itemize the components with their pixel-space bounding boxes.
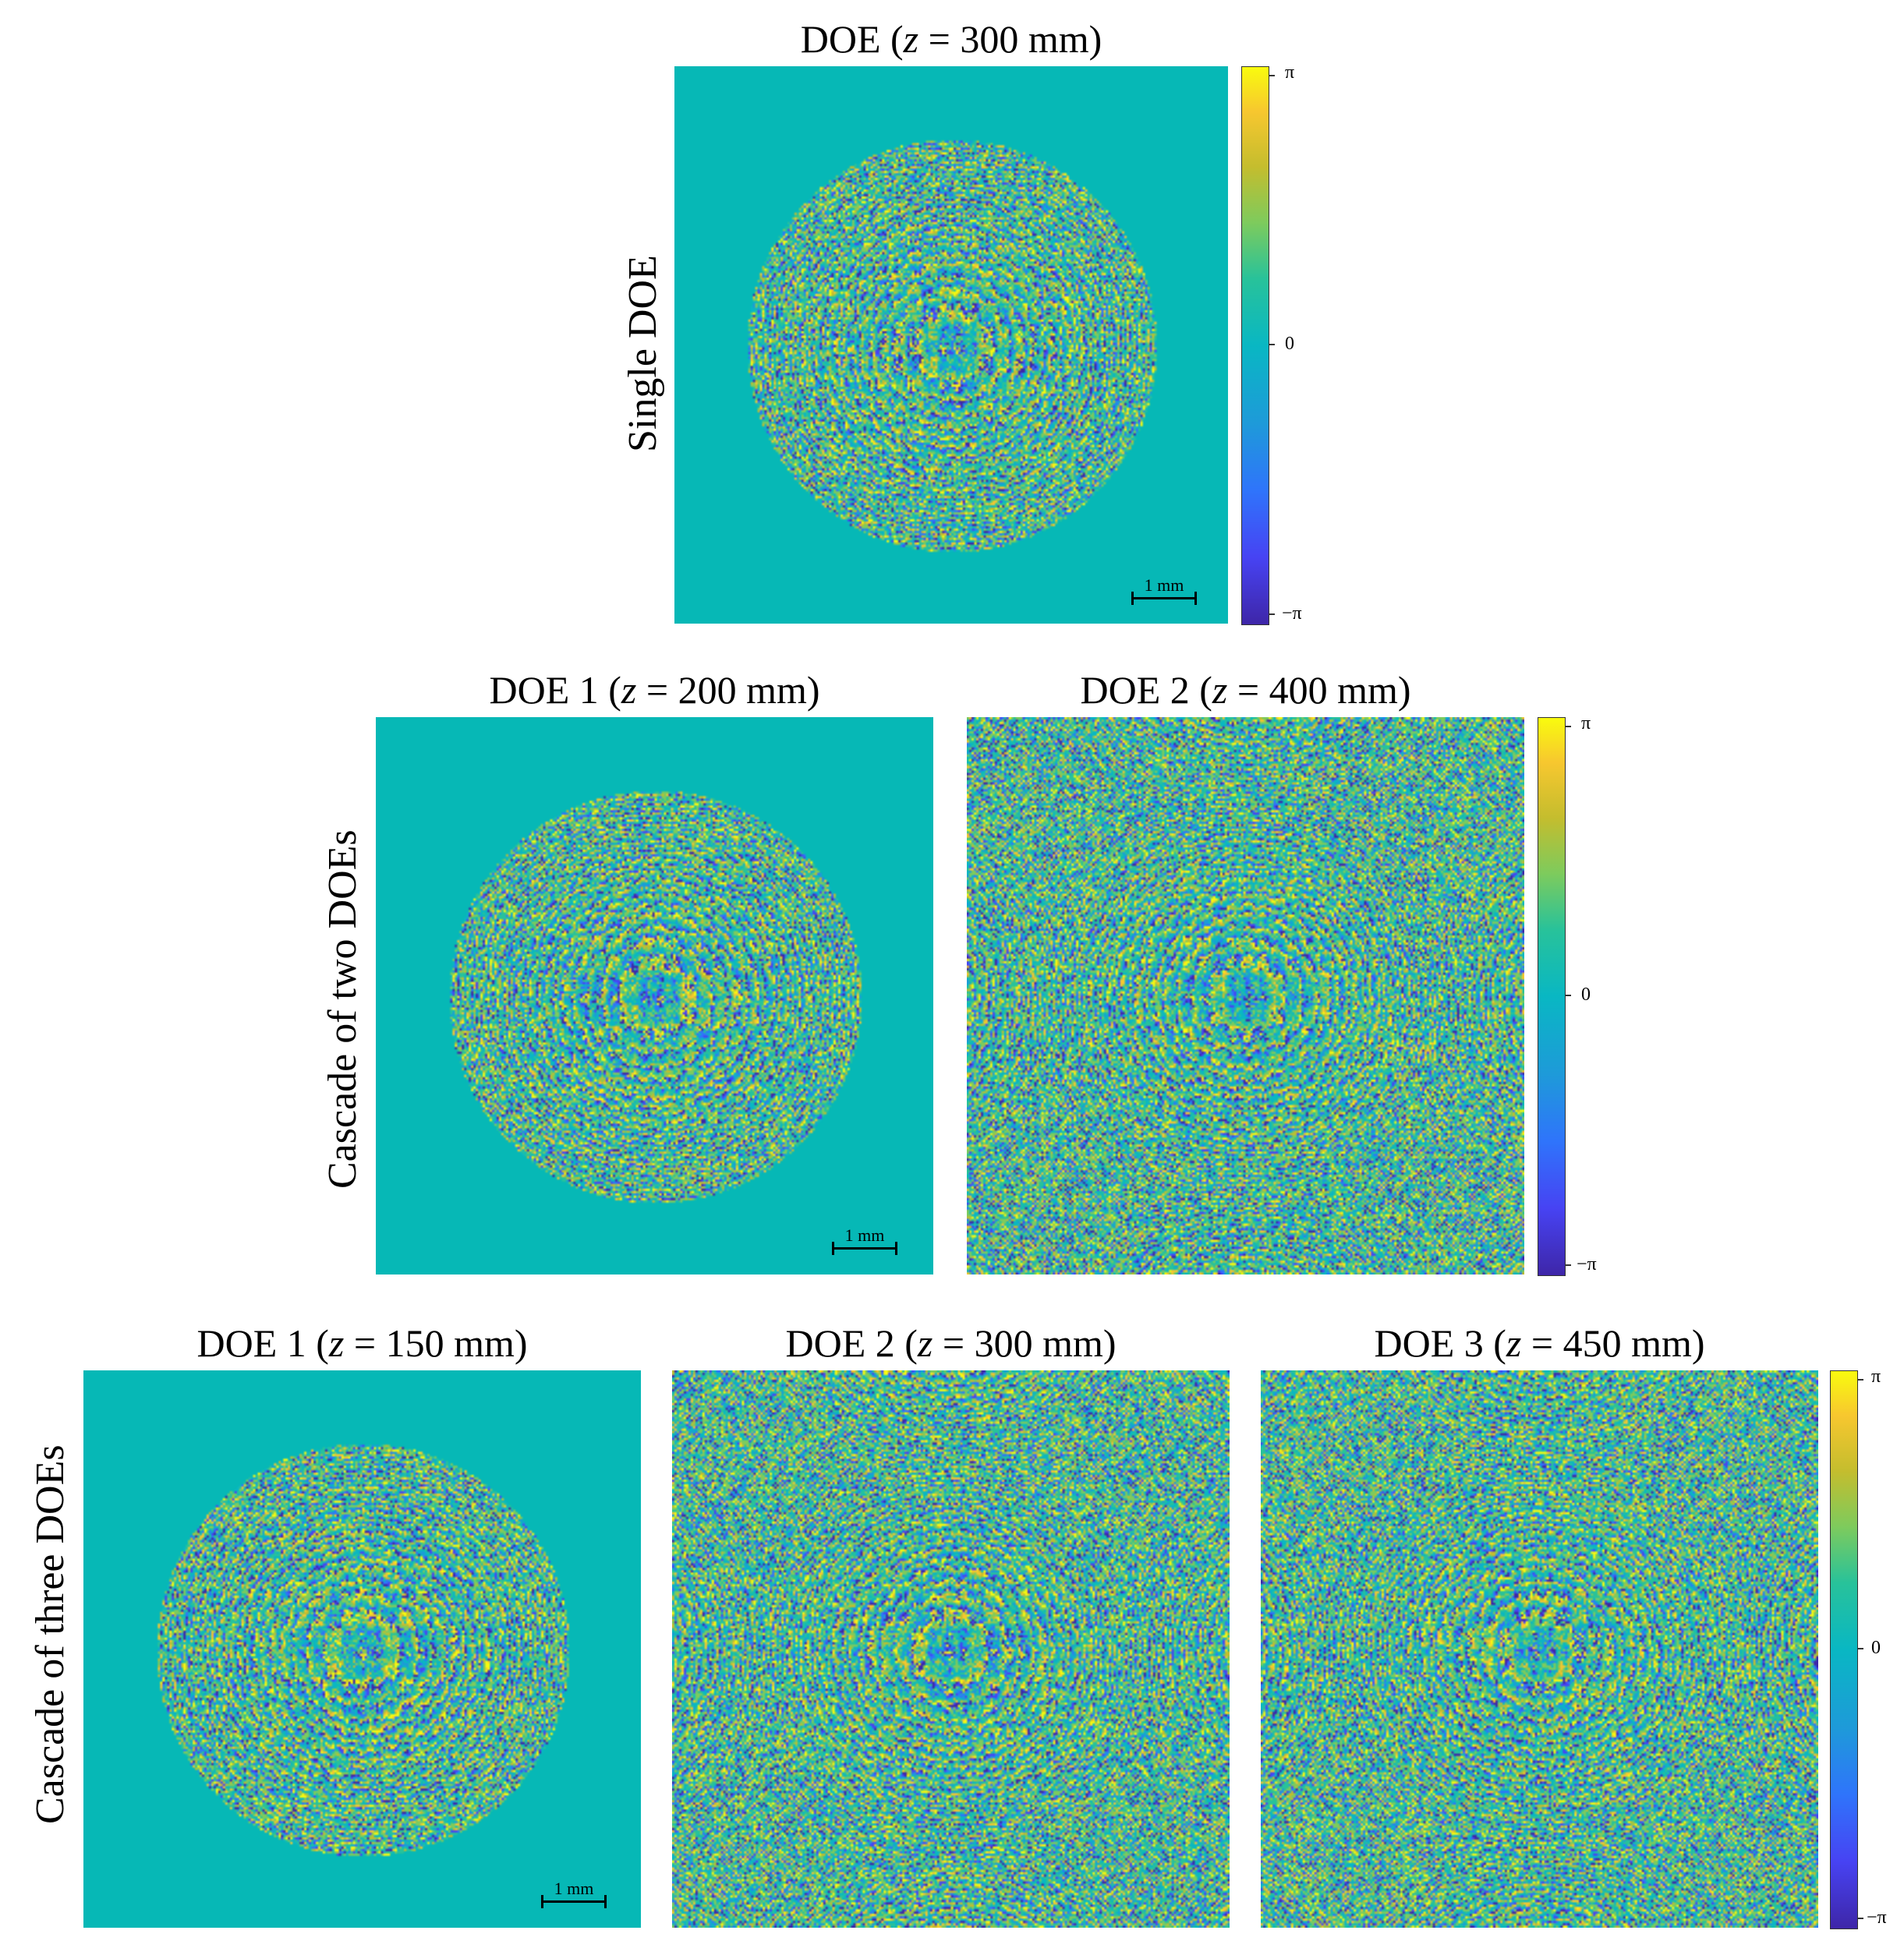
scalebar-label: 1 mm — [844, 1225, 885, 1245]
colorbar-min-label: −π — [1867, 1907, 1887, 1928]
phase-texture — [376, 717, 933, 1275]
phase-texture — [83, 1370, 641, 1928]
phase-texture — [674, 66, 1228, 624]
colorbar-max-label: π — [1581, 713, 1591, 734]
scalebar-label: 1 mm — [554, 1879, 594, 1898]
row-label-cascade-two: Cascade of two DOEs — [320, 829, 365, 1189]
z-symbol: z — [1212, 668, 1228, 712]
panel-title-r1-p1: DOE (z = 300 mm) — [800, 17, 1102, 61]
row-label-cascade-three: Cascade of three DOEs — [28, 1444, 73, 1824]
colorbar-r2 — [1538, 717, 1566, 1276]
phase-map-cascade2-doe2 — [967, 717, 1524, 1275]
phase-texture — [1261, 1370, 1818, 1928]
panel-title-r3-p1: DOE 1 (z = 150 mm) — [196, 1321, 528, 1365]
panel-name: DOE 2 — [1080, 668, 1190, 712]
panel-name: DOE 1 — [196, 1321, 306, 1365]
panel-title-r2-p2: DOE 2 (z = 400 mm) — [1080, 668, 1411, 712]
row-label-single: Single DOE — [621, 255, 665, 452]
z-value: = 300 mm — [928, 17, 1089, 61]
z-value: = 300 mm — [942, 1321, 1103, 1365]
z-symbol: z — [903, 17, 919, 61]
phase-map-cascade3-doe3 — [1261, 1370, 1818, 1928]
phase-texture — [967, 717, 1524, 1275]
colorbar-max-label: π — [1285, 62, 1295, 83]
panel-name: DOE 3 — [1374, 1321, 1484, 1365]
panel-name: DOE 1 — [489, 668, 599, 712]
phase-map-single-doe — [674, 66, 1228, 624]
z-symbol: z — [1506, 1321, 1522, 1365]
colorbar-mid-label: 0 — [1581, 985, 1591, 1005]
colorbar-r3 — [1830, 1370, 1858, 1929]
z-symbol: z — [328, 1321, 345, 1365]
colorbar-mid-label: 0 — [1871, 1638, 1881, 1658]
panel-title-r3-p2: DOE 2 (z = 300 mm) — [785, 1321, 1117, 1365]
colorbar-min-label: −π — [1282, 603, 1302, 624]
phase-map-cascade3-doe2 — [672, 1370, 1230, 1928]
scalebar-r3: 1 mm — [541, 1879, 607, 1908]
phase-texture — [672, 1370, 1230, 1928]
colorbar-max-label: π — [1871, 1366, 1881, 1387]
panel-name: DOE 2 — [785, 1321, 895, 1365]
z-value: = 400 mm — [1237, 668, 1398, 712]
z-value: = 150 mm — [353, 1321, 515, 1365]
phase-map-cascade2-doe1 — [376, 717, 933, 1275]
z-symbol: z — [621, 668, 637, 712]
colorbar-r1 — [1241, 66, 1269, 625]
colorbar-mid-label: 0 — [1285, 334, 1294, 354]
scalebar-bar — [832, 1242, 897, 1255]
scalebar-bar — [1131, 592, 1197, 605]
scalebar-bar — [541, 1895, 607, 1908]
scalebar-label: 1 mm — [1144, 575, 1184, 595]
scalebar-r2: 1 mm — [832, 1225, 897, 1255]
panel-title-r3-p3: DOE 3 (z = 450 mm) — [1374, 1321, 1705, 1365]
z-value: = 450 mm — [1531, 1321, 1692, 1365]
z-value: = 200 mm — [646, 668, 807, 712]
colorbar-min-label: −π — [1577, 1254, 1597, 1275]
panel-name: DOE — [800, 17, 881, 61]
panel-title-r2-p1: DOE 1 (z = 200 mm) — [489, 668, 820, 712]
z-symbol: z — [917, 1321, 933, 1365]
phase-map-cascade3-doe1 — [83, 1370, 641, 1928]
scalebar-r1: 1 mm — [1131, 575, 1197, 605]
